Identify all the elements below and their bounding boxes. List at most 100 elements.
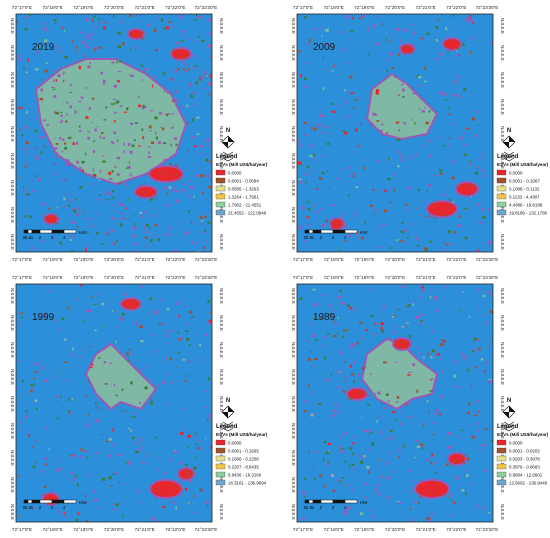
top-tick-labels: 72°17'0"E 72°18'0"E 72°19'0"E 72°20'0"E 72°2…: [12, 5, 217, 10]
map-svg: 72°17'0"E 72°18'0"E 72°19'0"E 72°20'0"E 72°2…: [291, 275, 548, 532]
legend-item-label: 4.4388 - 19.8188: [509, 203, 543, 208]
side-tick-label: N.0.E.E: [219, 288, 224, 304]
side-tick-label: N.0.E.E: [500, 18, 505, 34]
map-year-label: 2009: [313, 42, 336, 53]
side-tick-label: N.0.E.E: [291, 153, 296, 169]
bottom-tick-labels: 72°17'0"E 72°18'0"E 72°19'0"E 72°20'0"E 72°2…: [12, 527, 217, 532]
scale-unit: KM: [79, 500, 86, 506]
legend-subtitle: ESVs (Mill US$/ha/year): [216, 162, 267, 167]
top-tick-label: 72°19'0"E: [354, 5, 374, 10]
side-tick-label: N.0.E.E: [500, 126, 505, 142]
side-tick-label: N.0.E.E: [500, 153, 505, 169]
bottom-tick-label: 72°18'0"E: [324, 257, 344, 262]
legend-swatch: [496, 447, 507, 454]
side-tick-label: N.0.E.E: [500, 396, 505, 412]
bottom-tick-labels: 72°17'0"E 72°18'0"E 72°19'0"E 72°20'0"E 72°2…: [12, 257, 217, 262]
side-tick-label: N.0.E.E: [219, 504, 224, 520]
map-panel-2009: 72°17'0"E 72°18'0"E 72°19'0"E 72°20'0"E 72°2…: [283, 0, 548, 265]
map-panel-2019: 72°17'0"E 72°18'0"E 72°19'0"E 72°20'0"E 72°2…: [2, 0, 267, 265]
scale-label: 1: [312, 235, 315, 241]
land-patches: [299, 285, 493, 522]
bottom-tick-label: 72°17'0"E: [12, 527, 32, 532]
side-tick-label: N.0.E.E: [219, 153, 224, 169]
scale-unit: KM: [360, 230, 367, 236]
map-panel-1999: 72°17'0"E 72°18'0"E 72°19'0"E 72°20'0"E 72°2…: [2, 270, 267, 535]
legend-item-label: 0.0000: [509, 171, 523, 176]
north-label: N: [226, 398, 230, 404]
side-tick-label: N.0.E.E: [10, 72, 15, 88]
side-tick-label: N.0.E.E: [291, 207, 296, 223]
legend-subtitle: ESVs (Mill US$/ha/year): [497, 432, 548, 437]
side-tick-label: N.0.E.E: [219, 315, 224, 331]
side-tick-label: N.0.E.E: [291, 396, 296, 412]
legend-item-label: 16.3161 - 136.9694: [228, 481, 267, 486]
side-tick-label: N.0.E.E: [10, 18, 15, 34]
side-tick-label: N.0.E.E: [291, 477, 296, 493]
legend-item-label: 8.8436 - 16.3160: [228, 473, 262, 478]
left-tick-labels: N.0.E.E N.0.E.E N.0.E.E N.0.E.E N.0.E.E N.0.E…: [10, 288, 15, 520]
side-tick-label: N.0.E.E: [10, 45, 15, 61]
north-arrow-icon: N: [221, 398, 235, 432]
legend-item-label: 0.0001 - 0.1665: [228, 449, 259, 454]
land-patches: [297, 14, 493, 252]
legend-swatch: [215, 169, 226, 176]
land-patches: [16, 284, 212, 522]
top-tick-label: 72°20'0"E: [104, 5, 124, 10]
scale-unit: KM: [360, 500, 367, 506]
legend-subtitle: ESVs (Mill US$/ha/year): [497, 162, 548, 167]
scale-label: 1: [312, 505, 315, 511]
side-tick-label: N.0.E.E: [291, 18, 296, 34]
north-arrow-icon: N: [502, 128, 516, 162]
north-label: N: [226, 128, 230, 134]
bottom-tick-label: 72°18'0"E: [43, 257, 63, 262]
bottom-tick-label: 72°22'0"E: [165, 257, 185, 262]
legend-swatch: [496, 193, 507, 200]
top-tick-label: 72°22'0"E: [446, 5, 466, 10]
bottom-tick-label: 72°23'30"E: [195, 257, 218, 262]
legend-swatch: [215, 185, 226, 192]
bottom-tick-label: 72°18'0"E: [43, 527, 63, 532]
legend-swatch: [215, 209, 226, 216]
legend-item-label: 0.0001 - 0.0202: [509, 449, 540, 454]
side-tick-label: N.0.E.E: [500, 423, 505, 439]
side-tick-label: N.0.E.E: [10, 369, 15, 385]
legend-swatch: [215, 455, 226, 462]
side-tick-label: N.0.E.E: [500, 72, 505, 88]
top-tick-label: 72°20'0"E: [385, 275, 405, 280]
top-tick-label: 72°23'30"E: [476, 275, 499, 280]
urban-area: [84, 342, 158, 411]
bottom-tick-label: 72°21'0"E: [416, 527, 436, 532]
side-tick-label: N.0.E.E: [219, 369, 224, 385]
scale-label: 2: [39, 235, 42, 241]
legend-item-label: 0.1088 - 0.1132: [509, 187, 540, 192]
side-tick-label: N.0.E.E: [219, 99, 224, 115]
side-tick-label: N.0.E.E: [10, 234, 15, 250]
scale-unit: KM: [79, 230, 86, 236]
side-tick-label: N.0.E.E: [291, 45, 296, 61]
bottom-tick-labels: 72°17'0"E 72°18'0"E 72°19'0"E 72°20'0"E 72°2…: [293, 257, 498, 262]
top-tick-labels: 72°17'0"E 72°18'0"E 72°19'0"E 72°20'0"E 72°2…: [293, 5, 498, 10]
top-tick-label: 72°19'0"E: [73, 275, 93, 280]
side-tick-label: N.0.E.E: [219, 72, 224, 88]
legend-item-label: 0.0000: [228, 171, 242, 176]
top-tick-label: 72°21'0"E: [135, 275, 155, 280]
legend-item-label: 19.8189 - 132.1780: [509, 211, 548, 216]
bottom-tick-label: 72°21'0"E: [135, 257, 155, 262]
scale-label: 4: [63, 505, 66, 511]
legend-item-label: 0.0001 - 0.1087: [509, 179, 540, 184]
scale-label: 0.5: [25, 235, 32, 241]
top-tick-label: 72°18'0"E: [324, 5, 344, 10]
legend-title: Legend: [497, 154, 519, 160]
legend-item-label: 1.7962 - 21.4551: [228, 203, 262, 208]
top-tick-label: 72°21'0"E: [416, 5, 436, 10]
top-tick-label: 72°17'0"E: [12, 5, 32, 10]
side-tick-label: N.0.E.E: [291, 369, 296, 385]
map-area: [16, 14, 212, 252]
scale-label: 2: [39, 505, 42, 511]
scale-label: 0: [23, 235, 26, 241]
top-tick-labels: 72°17'0"E 72°18'0"E 72°19'0"E 72°20'0"E 72°2…: [293, 275, 498, 280]
scale-label: 3: [51, 505, 54, 511]
side-tick-label: N.0.E.E: [219, 45, 224, 61]
top-tick-label: 72°21'0"E: [135, 5, 155, 10]
side-tick-label: N.0.E.E: [500, 315, 505, 331]
